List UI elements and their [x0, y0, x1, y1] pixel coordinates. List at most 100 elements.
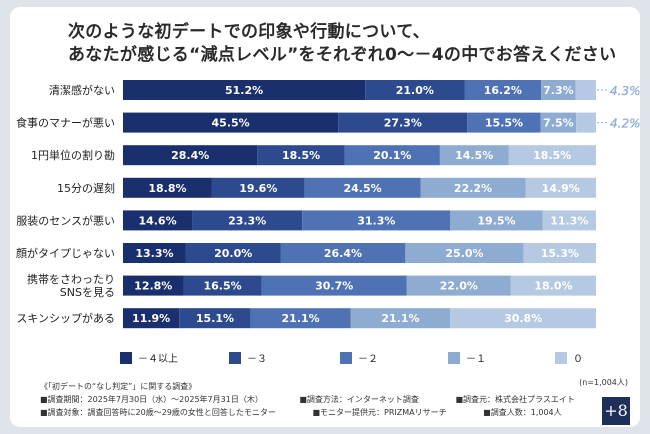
brand-logo: +8 — [602, 397, 630, 425]
data-label: 51.2% — [225, 84, 263, 97]
category-label: スキンシップがある — [16, 311, 115, 325]
chart-title-line-1: 次のような初デートでの印象や行動について、 — [68, 22, 430, 42]
data-label: 30.8% — [504, 312, 542, 325]
data-label: 11.9% — [132, 312, 170, 325]
legend-label: ０ — [573, 354, 583, 365]
bar-segment — [450, 308, 596, 329]
category-label: 服装のセンスが悪い — [16, 213, 115, 227]
data-label: 21.0% — [396, 84, 434, 97]
category-label: SNSを見る — [60, 286, 115, 299]
bar-segment — [576, 112, 596, 133]
data-label: 16.2% — [484, 84, 522, 97]
bar-segment — [280, 243, 406, 263]
survey-target: ■調査対象：調査回答時に20歳〜29歳の女性と回答したモニター — [40, 408, 276, 417]
data-label-outside: 4.3% — [610, 84, 640, 98]
notes-row-1: ■調査期間：2025年7月30日（水）〜2025年7月31日（木） ■調査方法：… — [40, 394, 609, 405]
data-label: 16.5% — [203, 280, 241, 293]
survey-organizer: ■調査元：株式会社プラスエイト — [455, 395, 575, 404]
data-label: 45.5% — [212, 117, 250, 130]
legend-label: －１ — [466, 354, 486, 365]
data-label: 18.5% — [533, 149, 571, 162]
bar-segment — [523, 243, 596, 263]
category-label: 15分の遅刻 — [57, 181, 115, 195]
bar-segment — [365, 80, 465, 100]
data-label: 18.0% — [534, 280, 572, 293]
bar-segment — [541, 80, 576, 100]
legend-swatch — [229, 352, 241, 364]
data-label-outside: 4.2% — [610, 117, 640, 131]
bar-segment — [123, 145, 258, 166]
chart-card: 次のような初デートでの印象や行動について、 あなたが感じる“減点レベル”をそれぞ… — [10, 7, 640, 427]
survey-title: 《「初デートの“なし判定”」に関する調査》 — [40, 382, 197, 391]
legend-label: －４以上 — [138, 353, 178, 365]
category-label: 清潔感がない — [49, 83, 115, 97]
bar-segment — [179, 308, 251, 329]
data-label: 15.3% — [541, 247, 579, 260]
data-label: 22.0% — [440, 280, 478, 293]
bar-segment — [123, 308, 180, 329]
bar-segment — [450, 210, 543, 231]
data-label: 15.1% — [196, 312, 234, 325]
legend-swatch — [120, 352, 132, 364]
bar-segment — [261, 275, 407, 296]
data-label: 31.3% — [357, 214, 395, 227]
data-label: 28.4% — [171, 149, 209, 162]
data-label: 25.0% — [445, 247, 483, 260]
data-label: 30.7% — [315, 280, 353, 293]
data-label: 18.5% — [282, 149, 320, 162]
bar-segment — [508, 145, 596, 166]
bar-segment — [183, 275, 262, 296]
bar-segment — [510, 275, 596, 296]
bar-segment — [211, 177, 305, 198]
stacked-bar-chart: 清潔感がない 51.2% 21.0% 16.2% 7.3% 4.3% 食事のマナーが悪い 45… — [16, 80, 640, 365]
bar-segment — [350, 308, 451, 329]
survey-sample: ■調査人数：1,004人 — [483, 408, 562, 417]
data-label: 14.5% — [455, 149, 493, 162]
bar-segment — [257, 145, 345, 166]
bar-segment — [542, 210, 596, 231]
category-label: 1円単位の割り勘 — [31, 148, 115, 162]
bar-segment — [439, 145, 509, 166]
data-label: 14.9% — [542, 182, 580, 195]
data-label: 20.1% — [373, 149, 411, 162]
legend-label: －３ — [247, 354, 267, 365]
bar-segment — [123, 80, 366, 100]
bar-segment — [123, 243, 186, 263]
legend-swatch — [555, 352, 567, 364]
survey-period: ■調査期間：2025年7月30日（水）〜2025年7月31日（木） — [40, 395, 263, 404]
survey-provider: ■モニター提供元：PRIZMAリサーチ — [312, 408, 447, 417]
bar-segment — [192, 210, 303, 231]
legend-swatch — [340, 352, 352, 364]
data-label: 19.6% — [239, 182, 277, 195]
bar-segment — [123, 275, 184, 296]
data-label: 7.5% — [543, 117, 574, 130]
data-label: 24.5% — [343, 182, 381, 195]
data-label: 23.3% — [228, 214, 266, 227]
category-label: 顔がタイプじゃない — [16, 246, 115, 260]
category-label: 食事のマナーが悪い — [16, 116, 115, 130]
respondent-count: (n=1,004人) — [579, 378, 628, 387]
data-label: 12.8% — [134, 280, 172, 293]
data-label: 18.8% — [148, 182, 186, 195]
bar-segment — [467, 112, 541, 133]
bar-segment — [185, 243, 281, 263]
bar-segment — [406, 275, 511, 296]
data-label: 22.2% — [454, 182, 492, 195]
survey-method: ■調査方法：インターネット調査 — [299, 395, 419, 404]
legend-swatch — [448, 352, 460, 364]
data-label: 15.5% — [485, 117, 523, 130]
category-label: 携帯をさわったり — [27, 272, 115, 286]
data-label: 21.1% — [282, 312, 320, 325]
bar-segment — [304, 177, 421, 198]
data-label: 11.3% — [550, 214, 588, 227]
bar-segment — [123, 112, 339, 133]
data-label: 19.5% — [477, 214, 515, 227]
bar-segment — [123, 210, 193, 231]
bar-segment — [540, 112, 577, 133]
data-label: 7.3% — [543, 84, 574, 97]
legend-label: －２ — [358, 354, 378, 365]
bar-segment — [464, 80, 542, 100]
data-label: 26.4% — [324, 247, 362, 260]
notes-row-2: ■調査対象：調査回答時に20歳〜29歳の女性と回答したモニター ■モニター提供元… — [40, 407, 596, 418]
bar-segment — [405, 243, 524, 263]
